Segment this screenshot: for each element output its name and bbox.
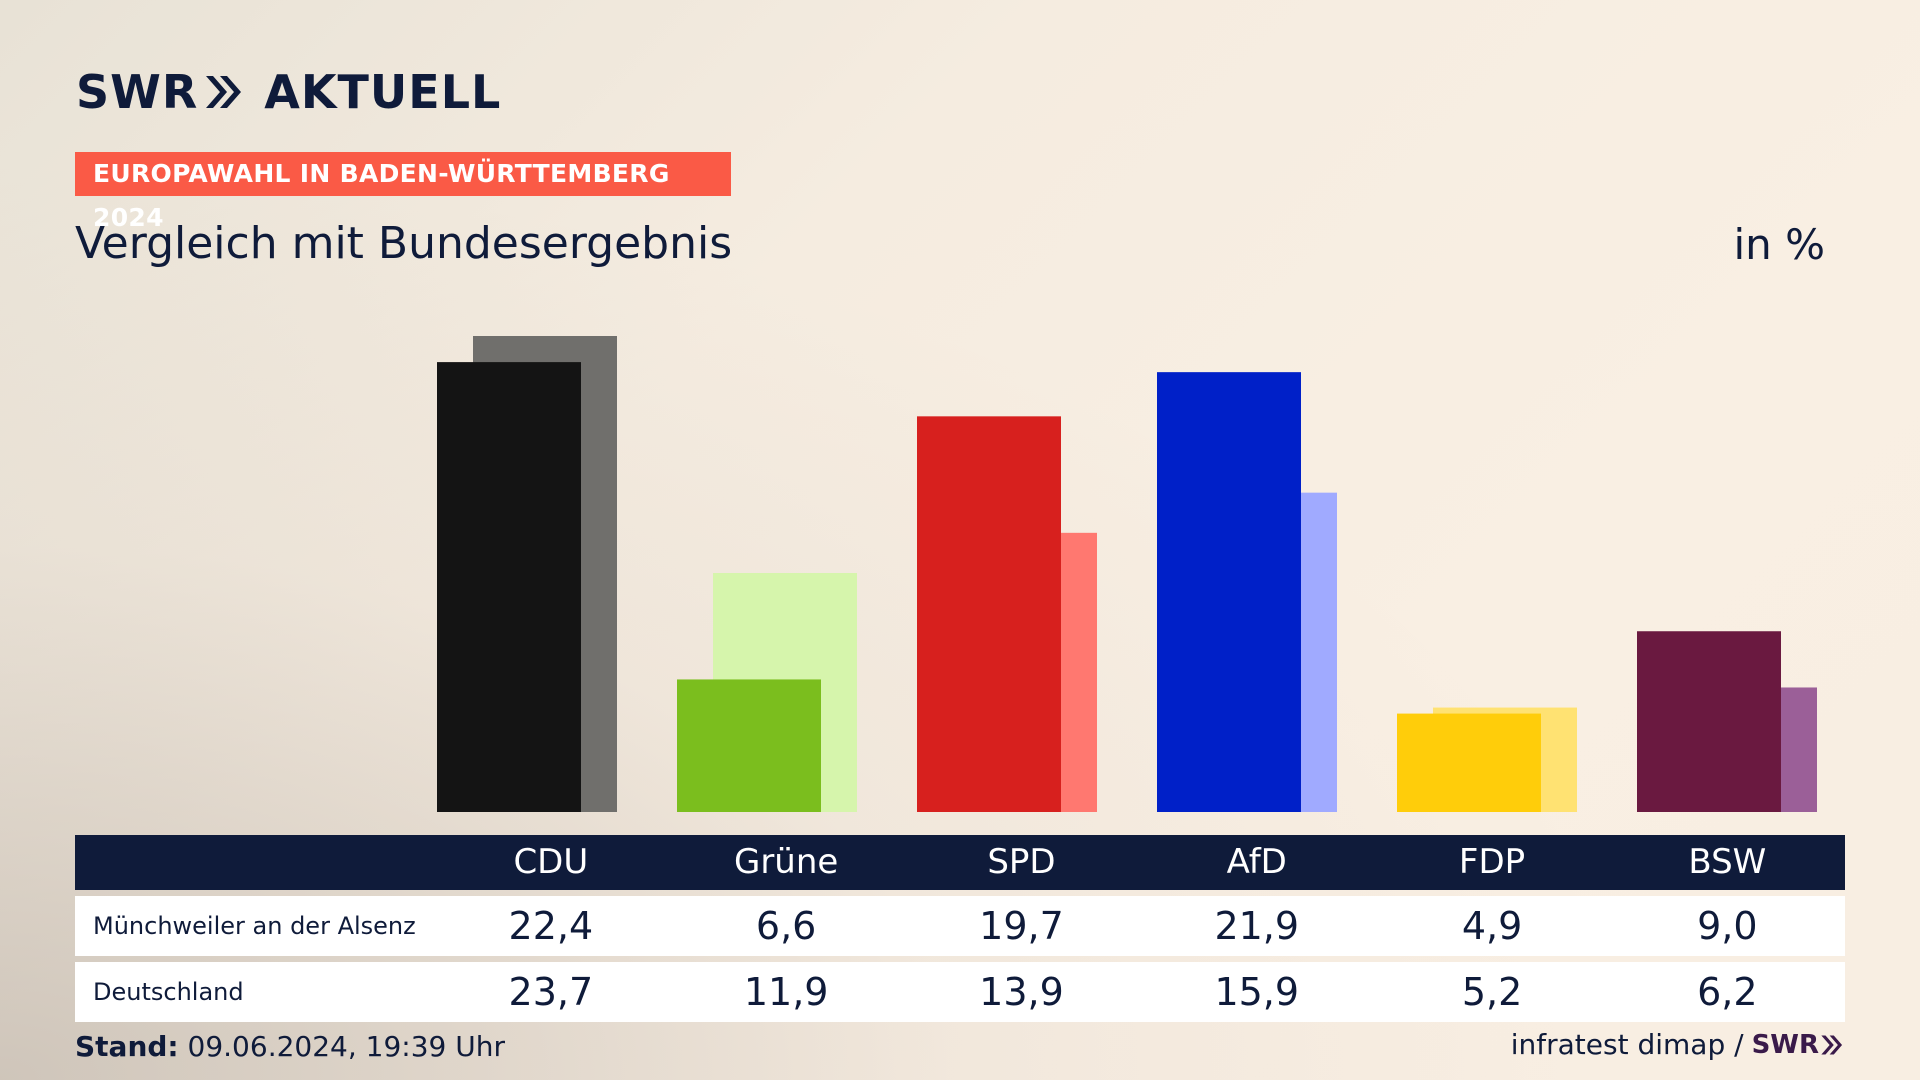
value-germany-cdu: 23,7: [508, 970, 594, 1014]
swr-chevron-icon: [206, 76, 242, 108]
value-municipality-gruene: 6,6: [755, 904, 817, 948]
table-row-germany: Deutschland 23,7 11,9 13,9 15,9 5,2 6,2: [75, 962, 1845, 1022]
bar-municipality-bsw: [1637, 631, 1781, 812]
bar-municipality-fdp: [1397, 713, 1541, 812]
bar-municipality-spd: [917, 416, 1061, 812]
aktuell-logo-text: AKTUELL: [264, 65, 502, 119]
swr-small-chevron-icon: [1821, 1035, 1843, 1054]
stand-value: 09.06.2024, 19:39 Uhr: [187, 1030, 505, 1063]
bar-municipality-afd: [1157, 372, 1301, 812]
row-label-germany: Deutschland: [93, 978, 244, 1006]
value-germany-spd: 13,9: [979, 970, 1064, 1014]
swr-small-logo: SWR: [1752, 1030, 1845, 1060]
timestamp: Stand: 09.06.2024, 19:39 Uhr: [75, 1030, 505, 1063]
swr-logo-text: SWR: [76, 65, 246, 119]
source-text: infratest dimap /: [1510, 1028, 1744, 1061]
value-germany-afd: 15,9: [1214, 970, 1300, 1014]
table-header-cdu: CDU: [513, 842, 589, 882]
unit-label: in %: [1733, 220, 1825, 269]
value-municipality-fdp: 4,9: [1461, 904, 1523, 948]
bar-municipality-gruene: [677, 679, 821, 812]
value-municipality-spd: 19,7: [979, 904, 1064, 948]
results-table: CDU Grüne SPD AfD FDP BSW Münchweiler an…: [75, 835, 1845, 1022]
row-label-municipality: Münchweiler an der Alsenz: [93, 912, 416, 940]
table-header-gruene: Grüne: [733, 842, 839, 882]
table-header-row: CDU Grüne SPD AfD FDP BSW: [75, 835, 1845, 890]
bar-municipality-cdu: [437, 362, 581, 812]
kicker-badge: EUROPAWAHL IN BADEN-WÜRTTEMBERG 2024: [75, 152, 731, 232]
chart-title: Vergleich mit Bundesergebnis: [75, 218, 733, 269]
value-municipality-afd: 21,9: [1214, 904, 1300, 948]
swr-aktuell-logo: SWR AKTUELL: [76, 62, 501, 122]
source-credit: infratest dimap / SWR: [1511, 1028, 1845, 1061]
table-header-afd: AfD: [1226, 842, 1287, 882]
bar-chart: [437, 336, 1817, 812]
value-germany-bsw: 6,2: [1697, 970, 1758, 1014]
table-header-spd: SPD: [987, 842, 1056, 882]
table-row-municipality: Münchweiler an der Alsenz 22,4 6,6 19,7 …: [75, 896, 1845, 956]
value-municipality-cdu: 22,4: [508, 904, 594, 948]
value-germany-gruene: 11,9: [743, 970, 829, 1014]
table-header-bsw: BSW: [1688, 842, 1767, 882]
table-header-empty: [75, 835, 433, 890]
value-municipality-bsw: 9,0: [1697, 904, 1758, 948]
value-germany-fdp: 5,2: [1461, 970, 1523, 1014]
table-header-fdp: FDP: [1458, 842, 1526, 882]
stand-label: Stand:: [75, 1030, 179, 1063]
